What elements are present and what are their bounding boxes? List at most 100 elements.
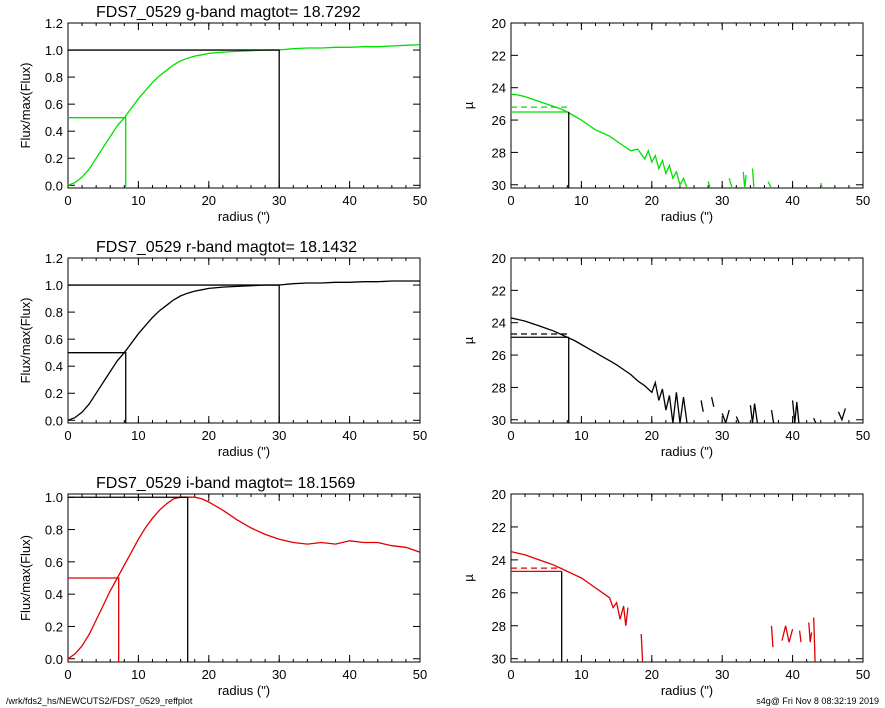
series-fragment [749, 403, 759, 423]
x-tick-label: 10 [574, 667, 588, 682]
series-line [511, 93, 688, 188]
y-tick-label: 22 [492, 283, 506, 298]
x-tick-label: 30 [715, 193, 729, 208]
series-fragment [813, 617, 816, 662]
x-tick-label: 10 [131, 428, 145, 443]
y-tick-label: 26 [492, 348, 506, 363]
x-tick-label: 30 [272, 667, 286, 682]
series-line [511, 317, 688, 423]
y-tick-label: 30 [492, 178, 506, 193]
y-tick-label: 0.8 [45, 305, 63, 320]
y-tick-label: 30 [492, 413, 506, 428]
x-axis-label: radius (") [661, 209, 713, 224]
series-fragment [813, 417, 817, 423]
y-axis-label: µ [461, 574, 476, 582]
plot-frame [67, 493, 421, 663]
y-tick-label: 0.2 [45, 386, 63, 401]
x-tick-label: 50 [413, 428, 427, 443]
chart-title: FDS7_0529 r-band magtot= 18.1432 [96, 239, 357, 256]
y-tick-label: 20 [492, 16, 506, 31]
y-tick-label: 1.0 [45, 43, 63, 58]
x-tick-label: 10 [574, 193, 588, 208]
x-tick-label: 0 [64, 193, 71, 208]
y-axis-label: Flux/max(Flux) [18, 298, 33, 384]
plot-area [68, 280, 420, 423]
plot-frame [67, 22, 421, 189]
x-tick-label: 30 [272, 193, 286, 208]
full-light-line [68, 284, 280, 423]
y-tick-label: 20 [492, 251, 506, 266]
y-axis-label: µ [461, 336, 476, 344]
x-tick-label: 50 [856, 193, 870, 208]
series-fragment [770, 625, 774, 648]
y-tick-label: 0.4 [45, 359, 63, 374]
series-fragment [640, 633, 644, 662]
series-fragment [808, 622, 813, 643]
x-tick-label: 0 [64, 667, 71, 682]
full-light-line [68, 496, 189, 662]
y-tick-label: 24 [492, 316, 506, 331]
footer-timestamp: s4g@ Fri Nov 8 08:32:19 2019 [756, 696, 879, 706]
x-tick-label: 10 [131, 193, 145, 208]
x-tick-label: 50 [413, 193, 427, 208]
x-axis-label: radius (") [218, 683, 270, 698]
x-tick-label: 20 [645, 667, 659, 682]
series-fragment [781, 625, 794, 643]
plot-area [511, 93, 823, 188]
series-fragment [798, 630, 802, 643]
y-tick-label: 24 [492, 81, 506, 96]
series-fragment [710, 396, 715, 407]
x-tick-label: 0 [507, 667, 514, 682]
x-tick-label: 20 [645, 428, 659, 443]
series-line [68, 280, 420, 421]
y-tick-label: 1.2 [45, 16, 63, 31]
x-tick-label: 40 [785, 667, 799, 682]
series-fragment [742, 171, 747, 188]
chart-i-growth: 0 10 20 30 40 50 0.0 0.2 0.4 0.6 0.8 1.0 radius (") F… [18, 475, 427, 698]
y-tick-label: 28 [492, 145, 506, 160]
x-tick-label: 30 [715, 428, 729, 443]
series-fragment [791, 400, 800, 423]
y-tick-label: 28 [492, 619, 506, 634]
x-tick-label: 40 [785, 193, 799, 208]
y-tick-label: 0.0 [45, 413, 63, 428]
half-light-line [68, 577, 120, 662]
footer-path: /wrk/fds2_hs/NEWCUTS2/FDS7_0529_reffplot [6, 696, 193, 706]
y-tick-label: 0.0 [45, 178, 63, 193]
y-tick-label: 30 [492, 652, 506, 667]
series-fragment [728, 178, 733, 188]
y-tick-label: 20 [492, 487, 506, 502]
y-tick-label: 0.8 [45, 70, 63, 85]
x-tick-label: 20 [202, 428, 216, 443]
x-tick-label: 50 [856, 428, 870, 443]
y-tick-label: 1.2 [45, 251, 63, 266]
x-tick-label: 40 [342, 193, 356, 208]
series-fragment [820, 182, 823, 188]
y-tick-label: 0.6 [45, 555, 63, 570]
series-fragment [735, 416, 740, 423]
y-tick-label: 1.0 [45, 278, 63, 293]
plot-frame [510, 22, 864, 189]
x-tick-label: 20 [645, 193, 659, 208]
y-tick-label: 22 [492, 48, 506, 63]
x-tick-label: 40 [342, 428, 356, 443]
y-axis-label: Flux/max(Flux) [18, 63, 33, 149]
chart-title: FDS7_0529 i-band magtot= 18.1569 [96, 475, 355, 492]
plot-frame [510, 257, 864, 424]
half-light-line [68, 352, 127, 423]
y-tick-label: 26 [492, 113, 506, 128]
y-tick-label: 0.4 [45, 587, 63, 602]
x-tick-label: 40 [785, 428, 799, 443]
plot-area [511, 550, 816, 662]
chart-g-growth: 0 10 20 30 40 50 0.0 0.2 0.4 0.6 0.8 1.0 1.2 radius (… [18, 4, 427, 224]
series-fragment [700, 400, 704, 412]
series-fragment [837, 408, 847, 422]
x-tick-label: 10 [131, 667, 145, 682]
x-axis-label: radius (") [661, 444, 713, 459]
y-tick-label: 22 [492, 520, 506, 535]
plot-frame [67, 257, 421, 424]
series-fragment [770, 409, 775, 423]
